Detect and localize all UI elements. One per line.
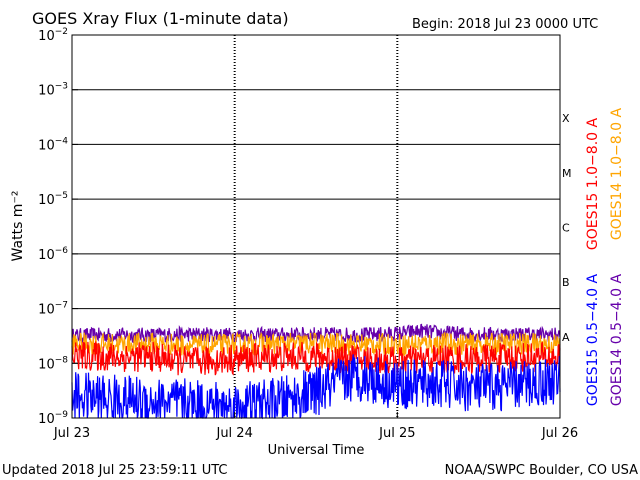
legend-entry-4: GOES14 0.5−4.0 A [609, 274, 625, 407]
y-tick-label: 10−9 [38, 410, 68, 427]
y-tick-label: 10−6 [38, 246, 68, 263]
legend-entry-2: GOES14 1.0−8.0 A [609, 108, 625, 241]
y-axis-label: Watts m⁻² [10, 191, 26, 262]
legend-entry-1: GOES15 1.0−8.0 A [585, 118, 601, 251]
legend-entry-3: GOES15 0.5−4.0 A [585, 274, 601, 407]
flare-class-M: M [562, 167, 572, 180]
x-axis-ticks: Jul 23 Jul 24 Jul 25 Jul 26 [53, 412, 578, 441]
flare-class-C: C [562, 222, 570, 235]
flare-class-labels: X M C B A [562, 112, 572, 344]
y-tick-label: 10−3 [38, 82, 68, 99]
y-tick-label: 10−7 [38, 301, 68, 318]
x-tick-label: Jul 23 [53, 426, 90, 441]
updated-timestamp: Updated 2018 Jul 25 23:59:11 UTC [2, 463, 227, 478]
flare-class-B: B [562, 276, 570, 289]
begin-time: Begin: 2018 Jul 23 0000 UTC [412, 17, 598, 32]
series-layer [71, 323, 561, 420]
x-axis-label: Universal Time [268, 443, 365, 458]
legend: GOES15 1.0−8.0 A GOES14 1.0−8.0 A GOES15 0… [585, 108, 625, 407]
y-tick-label: 10−2 [38, 27, 68, 44]
series-line-4 [71, 354, 561, 420]
chart-title: GOES Xray Flux (1-minute data) [32, 9, 289, 28]
y-tick-label: 10−8 [38, 355, 68, 372]
plot-frame [71, 34, 561, 419]
y-axis-ticks: 10−9 10−8 10−7 10−6 10−5 10−4 10−3 10−2 [38, 27, 78, 427]
y-tick-label: 10−4 [38, 136, 68, 153]
x-tick-label: Jul 26 [541, 426, 578, 441]
flare-class-A: A [562, 331, 570, 344]
x-tick-label: Jul 25 [378, 426, 415, 441]
flare-class-X: X [562, 112, 570, 125]
grid [72, 35, 560, 418]
y-tick-label: 10−5 [38, 191, 68, 208]
x-tick-label: Jul 24 [215, 426, 252, 441]
credit-label: NOAA/SWPC Boulder, CO USA [445, 463, 638, 478]
